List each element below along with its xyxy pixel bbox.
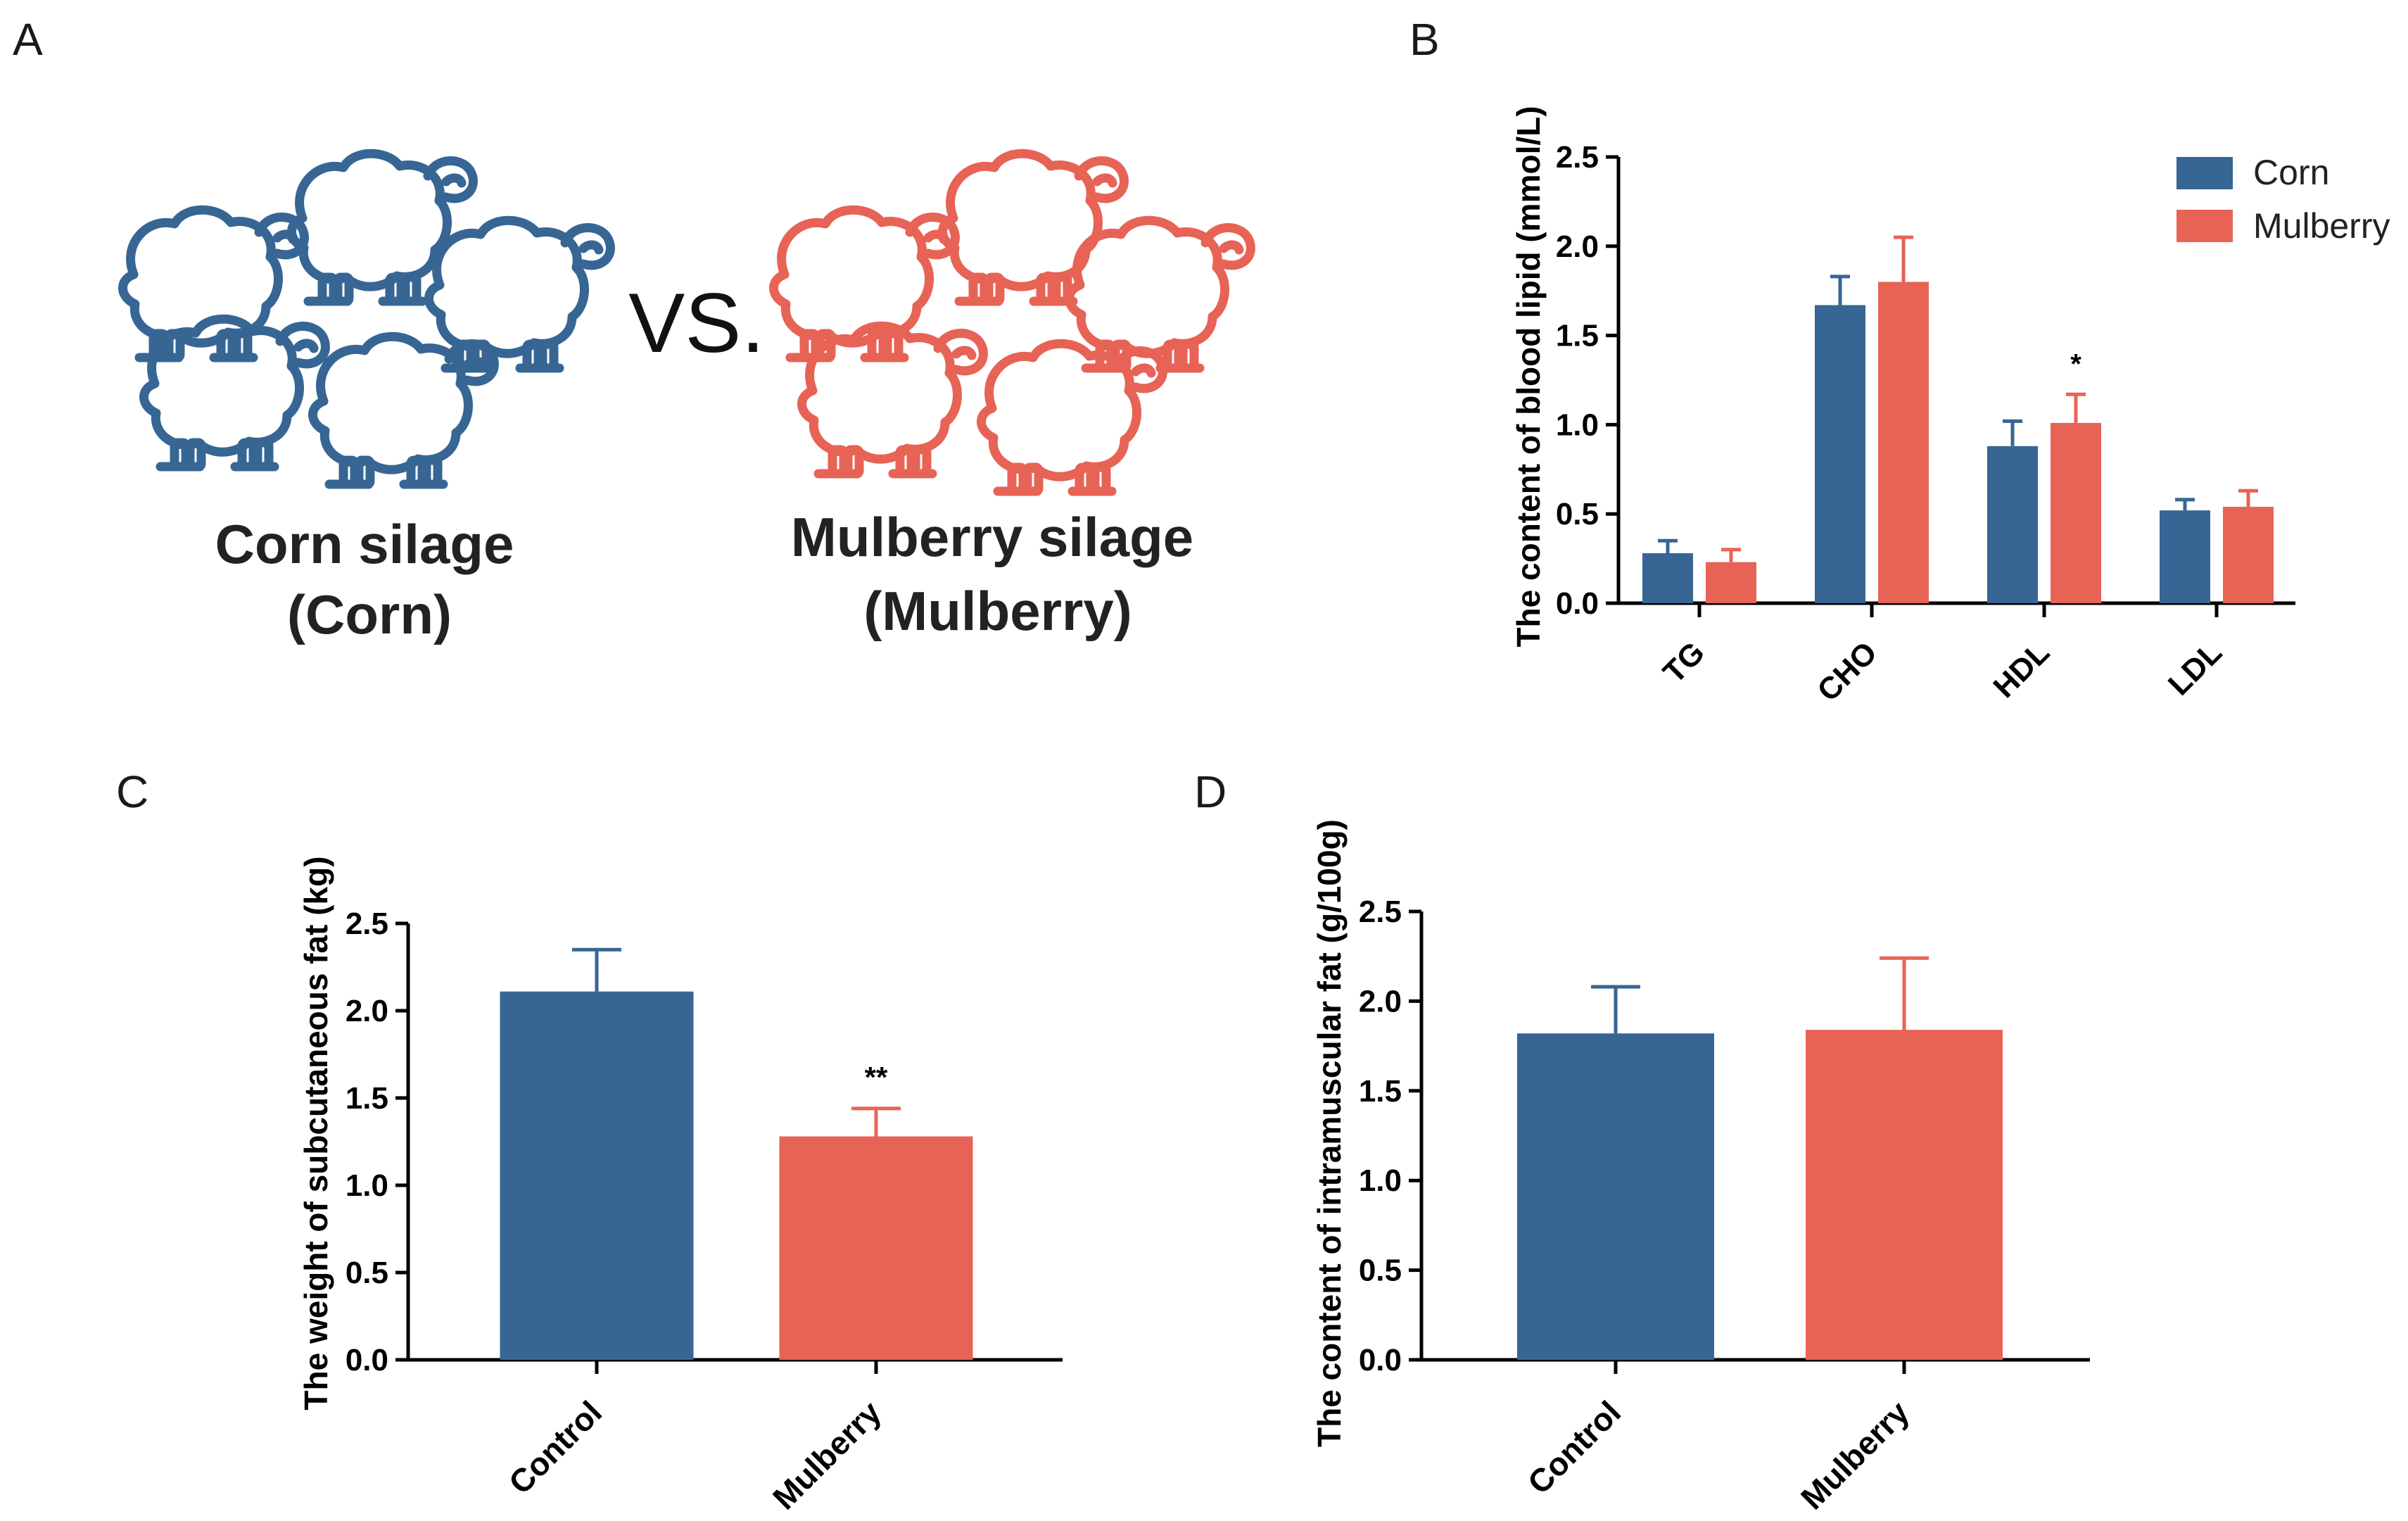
bar — [500, 991, 694, 1360]
panel-label-b: B — [1409, 14, 1440, 65]
y-tick-label: 0.0 — [1359, 1343, 1402, 1377]
legend-label-mulberry: Mulberry — [2253, 206, 2390, 246]
y-tick-label: 2.0 — [346, 994, 388, 1028]
corn-label-line2: (Corn) — [287, 583, 452, 645]
x-tick-label: CHO — [1811, 635, 1884, 708]
bar — [2223, 507, 2274, 603]
y-tick-label: 0.0 — [346, 1343, 388, 1377]
chart-b-legend: Corn Mulberry — [2176, 153, 2390, 246]
y-tick-label: 0.5 — [346, 1256, 388, 1290]
y-tick-label: 1.5 — [1359, 1074, 1402, 1109]
x-tick-label: LDL — [2162, 635, 2229, 702]
bar — [1517, 1033, 1714, 1360]
y-tick-label: 2.0 — [1556, 229, 1599, 264]
mulberry-sheep-group — [773, 153, 1250, 491]
chart-d-bars — [1517, 956, 2003, 1360]
bar — [2160, 510, 2210, 603]
chart-b-bars — [1642, 235, 2274, 603]
x-tick-label: Mulberry — [766, 1394, 888, 1516]
chart-c: 0.0 0.5 1.0 1.5 2.0 2.5 Control Mulberry ** The… — [298, 856, 1063, 1516]
y-tick-label: 1.0 — [1556, 408, 1599, 442]
sheep-icon — [942, 153, 1124, 301]
y-tick-label: 1.5 — [346, 1081, 388, 1116]
vs-label: VS. — [628, 276, 764, 370]
x-tick-label: Mulberry — [1794, 1394, 1916, 1516]
mulberry-label-line1: Mulberry silage — [791, 506, 1193, 568]
chart-b: 0.0 0.5 1.0 1.5 2.0 2.5 TG CHO HDL LDL * The cont… — [1510, 106, 2390, 708]
legend-swatch-corn — [2176, 157, 2233, 189]
bar — [1706, 562, 1756, 603]
bar — [1815, 305, 1865, 603]
bar — [1642, 553, 1693, 603]
significance-label: * — [2070, 348, 2081, 379]
y-tick-label: 0.0 — [1556, 586, 1599, 621]
sheep-icon — [291, 153, 473, 301]
panel-label-a: A — [13, 14, 43, 65]
y-tick-label: 2.0 — [1359, 984, 1402, 1018]
chart-d: 0.0 0.5 1.0 1.5 2.0 2.5 Control Mulberry The co… — [1311, 819, 2090, 1516]
corn-sheep-group — [122, 153, 610, 484]
chart-b-labels: * — [2070, 348, 2081, 379]
chart-c-ylabel: The weight of subcutaneous fat (kg) — [298, 856, 334, 1410]
y-tick-label: 2.5 — [1359, 895, 1402, 929]
corn-label-line1: Corn silage — [215, 513, 514, 575]
mulberry-label-line2: (Mulberry) — [863, 580, 1132, 642]
y-tick-label: 1.0 — [346, 1168, 388, 1203]
panel-a: A VS. Corn silage (Corn) Mulberry silage… — [13, 14, 1250, 645]
bar — [2051, 422, 2101, 603]
chart-c-labels: ** — [865, 1061, 888, 1094]
bar — [1987, 446, 2038, 603]
panel-label-d: D — [1194, 766, 1227, 817]
y-tick-label: 2.5 — [1556, 140, 1599, 175]
bar — [779, 1136, 973, 1360]
bar — [1806, 1030, 2003, 1360]
y-tick-label: 1.5 — [1556, 319, 1599, 353]
x-tick-label: HDL — [1986, 635, 2056, 705]
chart-b-ylabel: The content of blood lipid (mmol/L) — [1510, 106, 1547, 647]
y-tick-label: 0.5 — [1359, 1254, 1402, 1288]
panel-label-c: C — [116, 766, 148, 817]
y-tick-label: 1.0 — [1359, 1163, 1402, 1198]
x-tick-label: TG — [1656, 635, 1711, 690]
x-tick-label: Control — [502, 1394, 609, 1501]
sheep-icon — [981, 343, 1162, 491]
x-tick-label: Control — [1521, 1394, 1628, 1501]
chart-c-bars — [500, 947, 973, 1360]
legend-label-corn: Corn — [2253, 153, 2329, 192]
bar — [1878, 282, 1929, 603]
y-tick-label: 0.5 — [1556, 497, 1599, 531]
chart-d-ylabel: The content of intramuscular fat (g/100g… — [1311, 819, 1348, 1447]
y-tick-label: 2.5 — [346, 907, 388, 941]
significance-label: ** — [865, 1061, 888, 1094]
legend-swatch-mulberry — [2176, 210, 2233, 242]
